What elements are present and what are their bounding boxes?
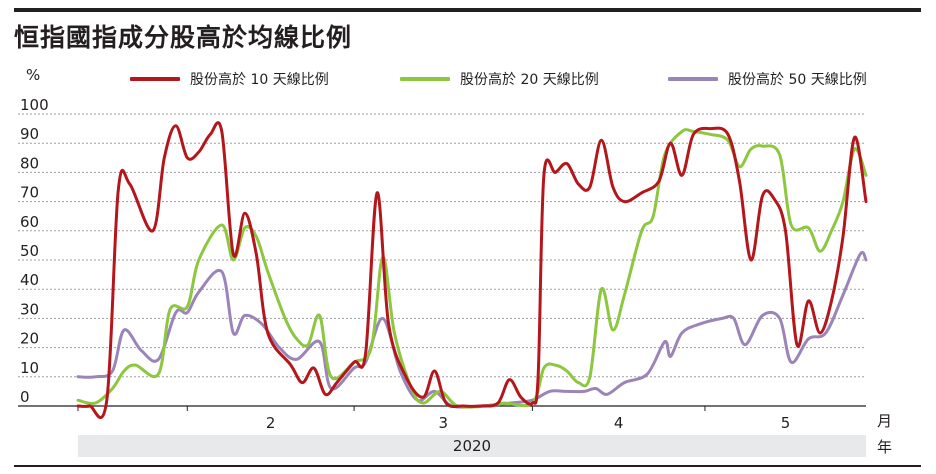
month-unit-label: 月 xyxy=(877,412,893,430)
legend-swatch-50-day xyxy=(668,77,718,81)
y-tick-label: 40 xyxy=(20,271,39,289)
legend-item-50-day: 股份高於 50 天線比例 xyxy=(668,70,867,88)
x-tick-label-month-4: 4 xyxy=(614,414,624,432)
grid-lines xyxy=(18,113,866,378)
y-tick-label: 0 xyxy=(20,388,30,406)
legend-item-10-day: 股份高於 10 天線比例 xyxy=(130,70,329,88)
x-tick-label-month-5: 5 xyxy=(781,414,791,432)
y-tick-label: 90 xyxy=(20,125,39,143)
y-tick-label: 60 xyxy=(20,213,39,231)
legend-label-20-day: 股份高於 20 天線比例 xyxy=(460,72,599,88)
chart-title: 恒指國指成分股高於均線比例 xyxy=(14,23,353,52)
x-axis: 2 3 4 5 xyxy=(18,405,866,432)
series-line-10-day xyxy=(76,121,868,419)
year-label: 2020 xyxy=(452,437,492,455)
top-rule xyxy=(14,8,921,12)
y-tick-label: 80 xyxy=(20,154,39,172)
x-tick-label-month-2: 2 xyxy=(266,414,276,432)
series-line-20-day xyxy=(76,128,868,409)
y-tick-label: 50 xyxy=(20,242,39,260)
year-band: 2020 xyxy=(78,435,866,457)
legend-item-20-day: 股份高於 20 天線比例 xyxy=(400,70,599,88)
legend-label-10-day: 股份高於 10 天線比例 xyxy=(190,72,329,88)
y-tick-label: 70 xyxy=(20,184,39,202)
y-tick-label: 30 xyxy=(20,300,39,318)
legend-swatch-20-day xyxy=(400,77,450,81)
y-tick-label: 20 xyxy=(20,330,39,348)
y-tick-label: 10 xyxy=(20,359,39,377)
y-tick-labels: 0 10 20 30 40 50 60 70 80 90 100 xyxy=(20,96,49,406)
x-tick-label-month-3: 3 xyxy=(438,414,448,432)
legend-label-50-day: 股份高於 50 天線比例 xyxy=(728,72,867,88)
year-unit-label: 年 xyxy=(877,438,893,456)
y-tick-label: 100 xyxy=(20,96,49,114)
series-lines xyxy=(76,121,868,419)
legend-swatch-10-day xyxy=(130,77,180,81)
bottom-rule xyxy=(14,465,921,467)
series-line-50-day xyxy=(76,250,868,409)
y-axis-unit: % xyxy=(26,66,41,84)
